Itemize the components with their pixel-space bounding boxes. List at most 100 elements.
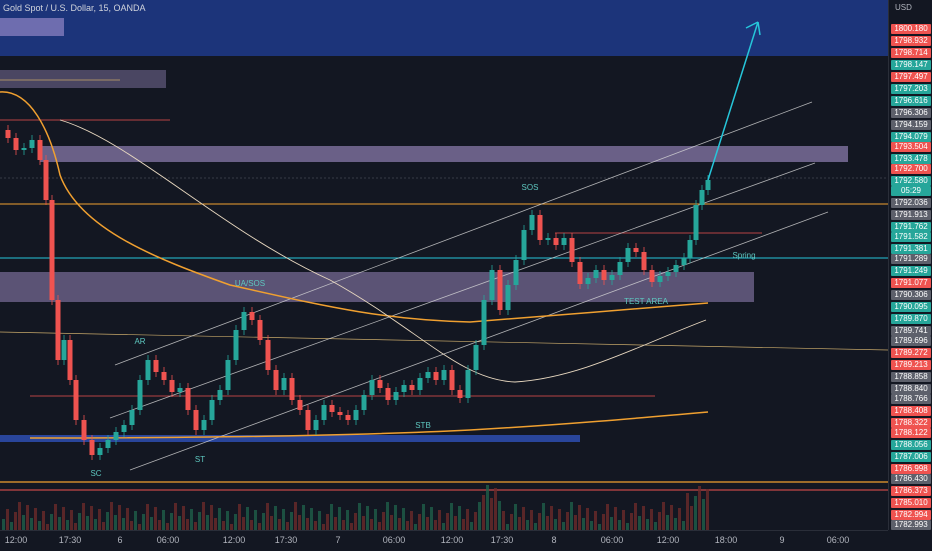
volume-bar: [350, 523, 353, 530]
volume-bar: [634, 503, 637, 530]
candle-body: [529, 215, 535, 230]
volume-bar: [258, 523, 261, 530]
candle-body: [561, 238, 567, 245]
volume-bar: [618, 520, 621, 530]
volume-bar: [546, 516, 549, 530]
volume-bar: [178, 516, 181, 530]
price-tag: 1785.010: [891, 498, 931, 508]
candle-body: [617, 262, 623, 275]
candle-body: [545, 238, 551, 240]
volume-bar: [142, 514, 145, 530]
price-tag: 1786.998: [891, 464, 931, 474]
price-tag: 1793.478: [891, 154, 931, 164]
price-tag: 1788.056: [891, 440, 931, 450]
price-tag: 1789.272: [891, 348, 931, 358]
candle-body: [21, 148, 27, 150]
candle-body: [153, 360, 159, 372]
candle-body: [61, 340, 67, 360]
volume-bar: [654, 522, 657, 530]
candle-body: [329, 405, 335, 412]
candle-body: [489, 270, 495, 300]
volume-bar: [622, 510, 625, 530]
price-tag: 1798.147: [891, 60, 931, 70]
candle-body: [425, 372, 431, 378]
volume-bar: [382, 512, 385, 530]
candle-body: [625, 248, 631, 262]
time-tick: 06:00: [600, 535, 624, 545]
volume-bar: [570, 502, 573, 530]
volume-bar: [594, 511, 597, 530]
volume-bar: [422, 504, 425, 530]
volume-bar: [322, 524, 325, 530]
volume-bar: [290, 512, 293, 530]
volume-bar: [34, 508, 37, 530]
time-axis[interactable]: 12:00 17:30 6 06:00 12:00 17:30 7 06:00 12:00 17:…: [0, 530, 888, 551]
candle-body: [217, 390, 223, 400]
price-tag: 1798.932: [891, 36, 931, 46]
price-tag: 05:29: [891, 186, 931, 196]
volume-bar: [326, 514, 329, 530]
volume-bar: [150, 517, 153, 530]
volume-bar: [214, 518, 217, 530]
price-tag: 1800.180: [891, 24, 931, 34]
volume-bar: [470, 522, 473, 530]
volume-bar: [190, 509, 193, 530]
annotation-spring: Spring: [732, 251, 755, 260]
volume-bar: [46, 524, 49, 530]
volume-bar: [310, 508, 313, 530]
volume-bar: [90, 506, 93, 530]
time-tick: 17:30: [490, 535, 514, 545]
volume-bar: [218, 508, 221, 530]
price-tag: 1792.580: [891, 176, 931, 186]
candle-body: [129, 410, 135, 425]
price-chart[interactable]: SC AR ST UA/SOS SOS STB Spring TEST AREA: [0, 0, 889, 530]
volume-bar: [294, 502, 297, 530]
projection-arrow: [707, 21, 759, 181]
volume-bar: [606, 504, 609, 530]
time-tick: 06:00: [826, 535, 850, 545]
candle-body: [297, 400, 303, 410]
volume-bar: [138, 524, 141, 530]
time-tick: 17:30: [274, 535, 298, 545]
candle-body: [337, 412, 343, 415]
volume-bar: [510, 514, 513, 530]
volume-bar: [238, 504, 241, 530]
symbol-title[interactable]: Gold Spot / U.S. Dollar, 15, OANDA: [3, 3, 146, 13]
volume-bar: [506, 524, 509, 530]
volume-bar: [26, 505, 29, 530]
candle-body: [409, 385, 415, 390]
volume-bar: [674, 518, 677, 530]
volume-bar: [230, 524, 233, 530]
price-tag: 1788.840: [891, 384, 931, 394]
volume-bar: [98, 509, 101, 530]
candle-body: [5, 130, 11, 138]
candle-body: [441, 370, 447, 380]
volume-bar: [18, 502, 21, 530]
volume-bar: [566, 512, 569, 530]
volume-bar: [10, 522, 13, 530]
volume-bar: [286, 522, 289, 530]
volume-bar: [102, 522, 105, 530]
price-tag: 1794.079: [891, 132, 931, 142]
volume-bar: [74, 523, 77, 530]
volume-bar: [450, 503, 453, 530]
zone-box: [0, 18, 64, 36]
candle-body: [105, 440, 111, 448]
candle-body: [265, 340, 271, 370]
volume-bar: [690, 506, 693, 530]
chart-pane[interactable]: SC AR ST UA/SOS SOS STB Spring TEST AREA Gold S…: [0, 0, 889, 530]
volume-bar: [430, 507, 433, 530]
volume-bar: [410, 511, 413, 530]
moving-average: [0, 91, 709, 323]
volume-bar: [518, 517, 521, 530]
volume-bar: [698, 486, 701, 530]
time-tick: 17:30: [58, 535, 82, 545]
volume-bar: [658, 512, 661, 530]
price-axis[interactable]: USD 1800.180 1798.932 1798.714 1798.147 1797…: [888, 0, 932, 530]
candle-body: [169, 380, 175, 392]
volume-bar: [602, 514, 605, 530]
volume-bar: [662, 502, 665, 530]
volume-bar: [534, 523, 537, 530]
candle-body: [281, 378, 287, 390]
time-tick: 12:00: [222, 535, 246, 545]
